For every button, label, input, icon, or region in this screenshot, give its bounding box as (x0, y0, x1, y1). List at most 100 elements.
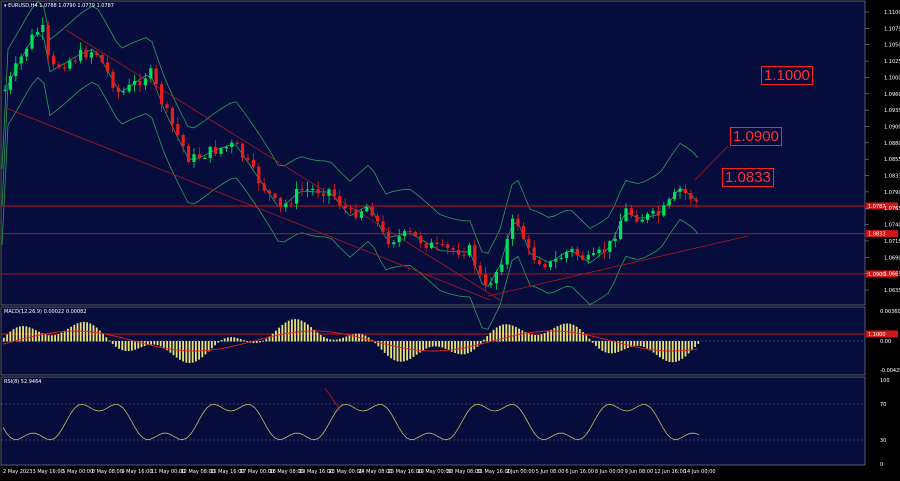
macd-bar (63, 330, 66, 342)
macd-bar (521, 330, 524, 342)
level-label-1-0900[interactable]: 1.0900 (730, 127, 782, 146)
macd-bar (345, 336, 348, 342)
price-axis-label: 1.0833 (884, 174, 900, 180)
macd-bar (435, 341, 437, 347)
candle-body (403, 231, 407, 237)
candle-body (273, 193, 277, 198)
candle-body (192, 154, 196, 162)
candle-body (689, 193, 693, 200)
time-axis-label: 9 Jun 08:00 (625, 469, 654, 475)
macd-bar (150, 341, 152, 345)
macd-bar (383, 341, 386, 353)
rsi-pane[interactable] (0, 376, 866, 466)
candle-body (122, 91, 126, 93)
macd-bar (227, 337, 229, 342)
candle-body (143, 78, 147, 86)
candle-body (656, 210, 660, 216)
macd-bar (511, 325, 514, 342)
macd-bar (399, 341, 402, 362)
rsi-axis-label: 100 (880, 378, 890, 384)
horizontal-levels: 1.1000 1.0900 1.0833 1.0787 (1, 202, 898, 338)
candle-body (338, 196, 342, 206)
macd-bar (99, 330, 101, 342)
macd-bar (537, 334, 540, 342)
candle-body (467, 245, 471, 256)
macd-bar (297, 319, 300, 342)
macd-bar (60, 332, 63, 342)
time-axis-label: 3 May 16:00 (33, 469, 64, 475)
macd-bar (607, 341, 610, 354)
macd-bar (380, 341, 383, 350)
candle-body (635, 214, 639, 222)
macd-bar (457, 341, 460, 354)
time-axis-label: 19 May 16:00 (299, 469, 333, 475)
upper-channel-line[interactable] (65, 29, 501, 301)
candle-body (608, 241, 612, 252)
macd-bar (89, 323, 92, 342)
level-label-1-1000[interactable]: 1.1000 (761, 66, 813, 85)
price-tag (866, 202, 898, 210)
macd-bar (262, 340, 264, 342)
price-axis-label: 1.0765 (884, 206, 900, 212)
lower-channel-line[interactable] (5, 107, 491, 301)
candle-body (57, 64, 61, 68)
time-axis-label: 29 May 00:00 (417, 469, 451, 475)
candle-body (516, 218, 520, 226)
candle-body (505, 239, 509, 265)
macd-bar (595, 341, 597, 346)
main-price-pane[interactable] (0, 0, 866, 306)
macd-bar (131, 341, 133, 351)
macd-bar (620, 341, 623, 351)
macd-bar (431, 341, 434, 347)
candle-body (548, 261, 552, 268)
rsi-trendline[interactable] (324, 387, 341, 411)
level-label-1-0833[interactable]: 1.0833 (722, 168, 774, 187)
macd-bar (694, 341, 696, 347)
candle-body (300, 188, 304, 190)
candle-body (208, 146, 212, 159)
price-tag (866, 330, 898, 338)
macd-bar (355, 333, 357, 342)
macd-bar (313, 329, 316, 342)
candle-body (116, 87, 120, 93)
macd-bar (31, 328, 34, 342)
macd-bar (111, 341, 114, 345)
support-trendline[interactable] (487, 235, 749, 297)
macd-bar (412, 341, 415, 357)
candle-body (219, 148, 223, 154)
time-axis-label: 5 May 00:00 (62, 469, 93, 475)
symbol-name: EURUSD,H4 (8, 3, 38, 9)
candle-body (235, 142, 239, 144)
macd-bar (643, 341, 645, 348)
macd-bar (633, 341, 636, 347)
price-axis-label: 1.1075 (884, 26, 900, 32)
macd-bar (684, 341, 687, 357)
macd-indicator (1, 319, 865, 363)
time-axis-label: 23 May 00:00 (329, 469, 363, 475)
macd-bar (636, 341, 639, 346)
macd-bar (108, 340, 111, 342)
dropdown-triangle-icon[interactable]: ▾ (4, 3, 7, 9)
macd-bar (438, 341, 440, 347)
macd-bar (73, 324, 76, 342)
macd-bar (652, 341, 655, 353)
time-axis-label: 9 May 16:00 (121, 469, 152, 475)
candle-body (565, 252, 569, 258)
macd-bar (508, 324, 511, 342)
arrow-trendline[interactable] (694, 145, 729, 181)
price-axis-label: 1.0740 (884, 223, 900, 229)
macd-bar (204, 341, 207, 355)
candle-body (214, 146, 218, 154)
price-axis-label: 1.0880 (884, 141, 900, 147)
price-axis-label: 1.0960 (884, 92, 900, 98)
macd-bar (294, 319, 296, 342)
macd-bar (377, 341, 380, 347)
macd-bar (617, 341, 620, 352)
macd-bar (364, 335, 367, 342)
candle-body (694, 199, 698, 202)
macd-bar (531, 334, 533, 342)
macd-bar (92, 325, 95, 342)
macd-bar (127, 341, 130, 352)
